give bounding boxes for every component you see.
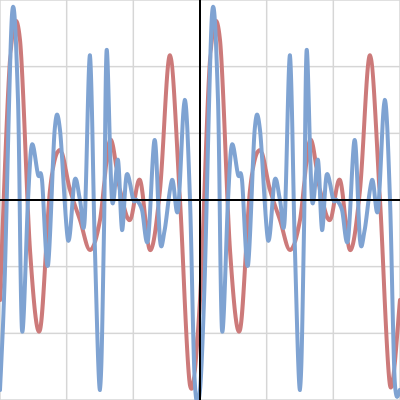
- graph: [0, 0, 400, 400]
